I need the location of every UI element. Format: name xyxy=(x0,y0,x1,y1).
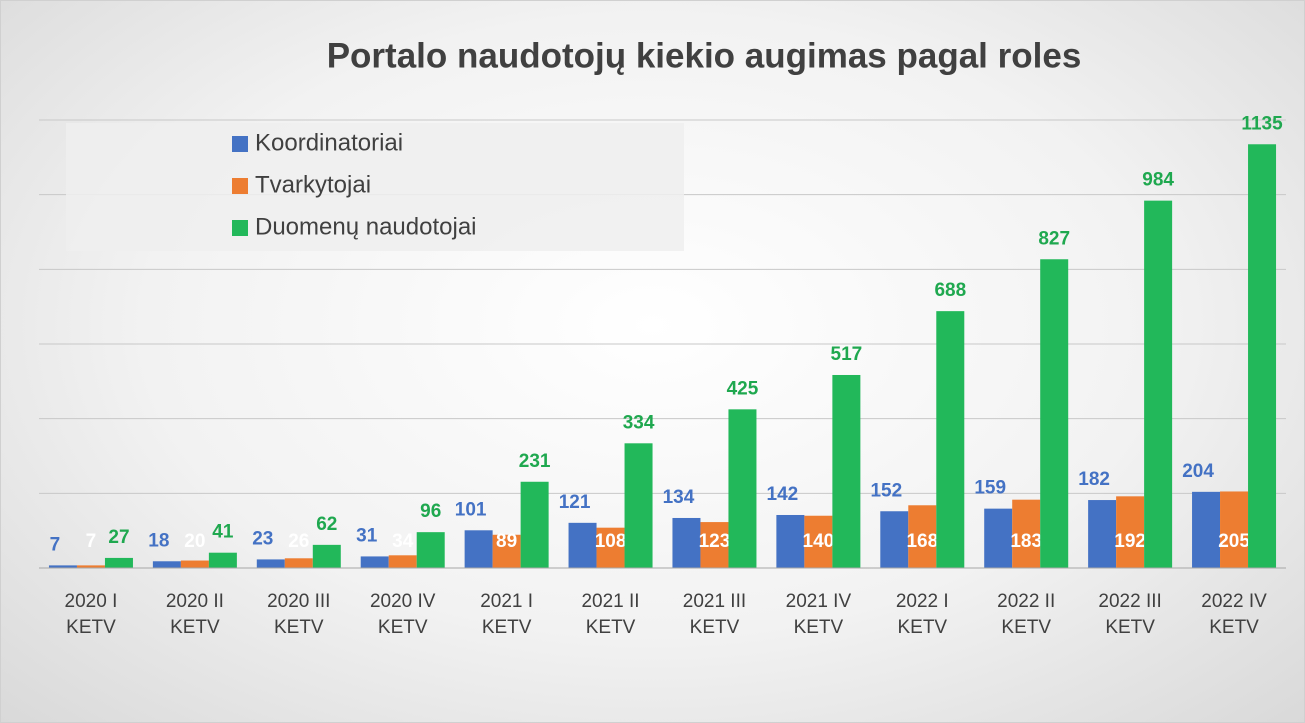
data-label: 517 xyxy=(831,344,863,365)
data-label: 121 xyxy=(559,492,591,513)
bar xyxy=(1116,496,1145,568)
bar xyxy=(1248,144,1277,568)
x-tick-label: 2021 IV KETV xyxy=(785,591,852,638)
data-label: 1135 xyxy=(1241,113,1283,134)
bar xyxy=(624,443,653,568)
data-label: 159 xyxy=(974,478,1006,499)
x-tick-label: 2022 II KETV xyxy=(997,591,1056,638)
x-tick-label: 2020 I KETV xyxy=(64,591,118,638)
bar xyxy=(984,508,1013,568)
bar xyxy=(700,522,729,568)
bar xyxy=(804,515,833,568)
data-label: 183 xyxy=(1010,531,1042,552)
data-label: 205 xyxy=(1218,531,1250,552)
legend-label: Tvarkytojai xyxy=(255,171,371,198)
x-tick-label: 2021 I KETV xyxy=(480,591,534,638)
data-label: 101 xyxy=(455,499,487,520)
bar xyxy=(520,481,549,568)
bar xyxy=(152,561,181,568)
bar xyxy=(728,409,757,568)
bar xyxy=(936,311,965,568)
bar xyxy=(1144,200,1173,568)
x-tick-label: 2020 IV KETV xyxy=(369,591,436,638)
bar xyxy=(492,534,521,568)
data-label: 182 xyxy=(1078,469,1110,490)
data-label: 334 xyxy=(623,412,655,433)
bar xyxy=(776,514,805,568)
bar xyxy=(1012,499,1041,568)
data-label: 152 xyxy=(870,480,902,501)
data-label: 89 xyxy=(496,531,517,552)
bar xyxy=(208,552,237,568)
bar xyxy=(1088,500,1117,568)
x-tick-label: 2022 I KETV xyxy=(895,591,949,638)
bar xyxy=(256,559,285,568)
bar xyxy=(284,558,313,568)
data-label: 827 xyxy=(1038,228,1070,249)
bar xyxy=(832,374,861,568)
data-label: 134 xyxy=(663,487,695,508)
data-label: 142 xyxy=(767,484,799,505)
legend-box xyxy=(66,123,684,251)
data-label: 192 xyxy=(1114,531,1146,552)
data-label: 23 xyxy=(252,528,273,549)
data-label: 34 xyxy=(392,531,414,552)
bar xyxy=(568,522,597,568)
legend-label: Duomenų naudotojai xyxy=(255,213,477,240)
data-label: 7 xyxy=(50,534,61,555)
data-label: 7 xyxy=(86,531,97,552)
x-tick-label: 2020 III KETV xyxy=(267,591,331,638)
bar xyxy=(672,517,701,568)
x-tick-label: 2022 IV KETV xyxy=(1201,591,1267,638)
bar xyxy=(48,565,77,568)
data-label: 140 xyxy=(803,531,835,552)
data-label: 425 xyxy=(727,378,759,399)
bar xyxy=(1220,491,1249,568)
x-tick-label: 2021 III KETV xyxy=(682,591,747,638)
bar xyxy=(416,532,445,568)
bar xyxy=(908,505,937,568)
data-label: 41 xyxy=(212,522,234,543)
data-label: 18 xyxy=(148,530,169,551)
data-label: 123 xyxy=(699,531,731,552)
data-label: 688 xyxy=(934,280,966,301)
data-label: 168 xyxy=(906,531,938,552)
chart-title: Portalo naudotojų kiekio augimas pagal r… xyxy=(327,36,1082,75)
legend-label: Koordinatoriai xyxy=(255,129,403,156)
bar xyxy=(1040,259,1069,568)
legend-swatch xyxy=(232,136,248,152)
data-label: 96 xyxy=(420,501,441,522)
bar xyxy=(1192,491,1221,568)
data-label: 231 xyxy=(519,451,551,472)
legend-swatch xyxy=(232,220,248,236)
data-label: 27 xyxy=(108,527,129,548)
bar xyxy=(360,556,389,568)
bar xyxy=(880,511,909,568)
data-label: 31 xyxy=(356,525,378,546)
data-label: 62 xyxy=(316,514,337,535)
bar xyxy=(388,555,417,568)
bar xyxy=(464,530,493,568)
bar xyxy=(104,557,133,568)
bar xyxy=(76,565,105,568)
data-label: 204 xyxy=(1182,461,1214,482)
legend-swatch xyxy=(232,178,248,194)
x-tick-label: 2022 III KETV xyxy=(1098,591,1162,638)
bar xyxy=(180,560,209,568)
data-label: 984 xyxy=(1142,170,1174,191)
bar xyxy=(312,544,341,568)
bar xyxy=(596,527,625,568)
data-label: 26 xyxy=(288,531,309,552)
data-label: 108 xyxy=(595,531,627,552)
x-tick-label: 2021 II KETV xyxy=(581,591,640,638)
x-tick-label: 2020 II KETV xyxy=(165,591,224,638)
data-label: 20 xyxy=(184,531,205,552)
